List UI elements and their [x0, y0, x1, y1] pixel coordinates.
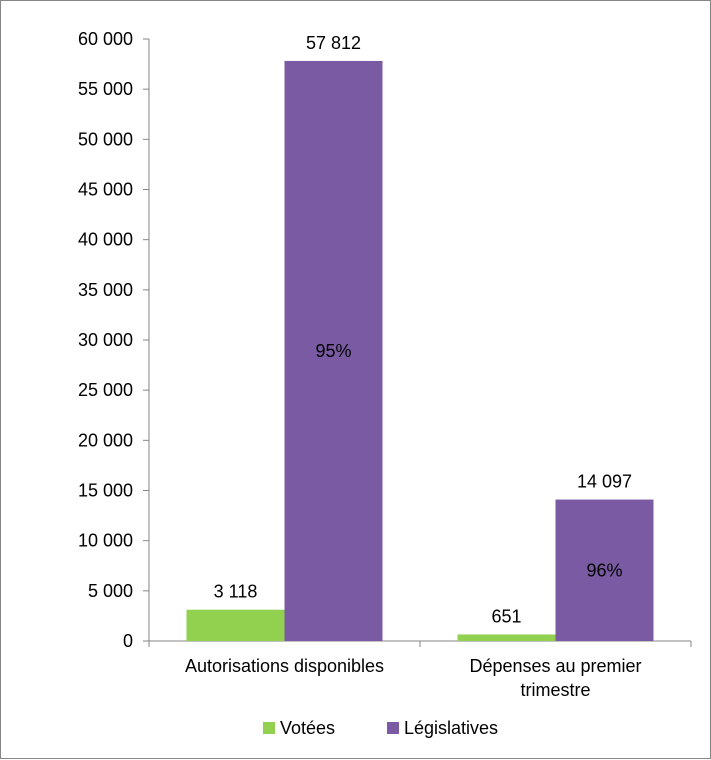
y-tick-label: 50 000 [78, 129, 133, 149]
value-label: 14 097 [577, 472, 632, 492]
category-label: trimestre [520, 680, 590, 700]
legend-swatch [387, 722, 399, 734]
bar-votees [457, 634, 556, 641]
y-tick-label: 20 000 [78, 430, 133, 450]
y-tick-label: 30 000 [78, 330, 133, 350]
value-label: 57 812 [306, 33, 361, 53]
legend-label: Votées [280, 718, 335, 738]
legend-label: Législatives [404, 718, 498, 738]
data-labels: 3 118 57 812 95% 651 14 097 96% [214, 33, 632, 627]
value-label: 651 [491, 606, 521, 626]
category-label: Autorisations disponibles [185, 656, 384, 676]
y-tick-label: 35 000 [78, 280, 133, 300]
y-tick-label: 45 000 [78, 180, 133, 200]
y-tick-label: 5 000 [88, 581, 133, 601]
bar-legislatives [284, 60, 383, 641]
value-label: 3 118 [214, 582, 258, 602]
y-tick-label: 0 [123, 631, 133, 651]
share-label: 96% [586, 560, 622, 580]
y-tick-label: 55 000 [78, 79, 133, 99]
y-tick-label: 40 000 [78, 230, 133, 250]
axes: 0 5 000 10 000 15 000 20 000 25 000 30 000 35 0… [78, 29, 692, 651]
y-tick-label: 60 000 [78, 29, 133, 49]
category-label: Dépenses au premier [469, 656, 641, 676]
bar-legislatives [555, 499, 654, 641]
share-label: 95% [315, 341, 351, 361]
legend-swatch [263, 722, 275, 734]
y-tick-label: 25 000 [78, 380, 133, 400]
y-tick-label: 10 000 [78, 531, 133, 551]
y-tick-label: 15 000 [78, 481, 133, 501]
category-labels: Autorisations disponibles Dépenses au pre… [185, 656, 642, 700]
legend: Votées Législatives [263, 718, 498, 738]
bars [186, 60, 654, 641]
bar-votees [186, 609, 285, 641]
